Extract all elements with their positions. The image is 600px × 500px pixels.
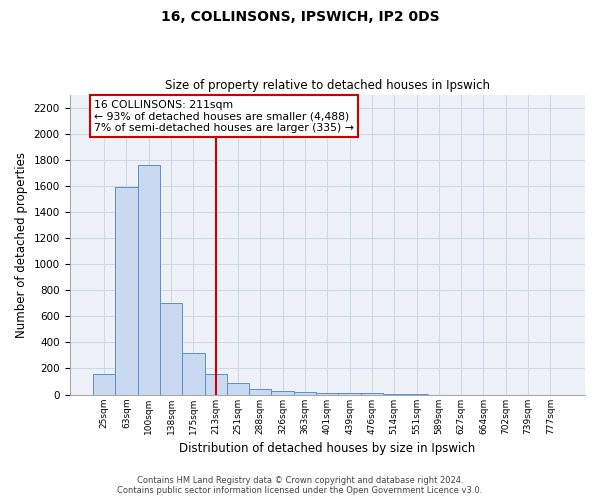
Bar [271, 390, 294, 394]
Y-axis label: Number of detached properties: Number of detached properties [15, 152, 28, 338]
Bar [316, 392, 338, 394]
Bar [182, 353, 205, 395]
Bar [205, 374, 227, 394]
Text: 16 COLLINSONS: 211sqm
← 93% of detached houses are smaller (4,488)
7% of semi-de: 16 COLLINSONS: 211sqm ← 93% of detached … [94, 100, 354, 133]
Text: Contains HM Land Registry data © Crown copyright and database right 2024.
Contai: Contains HM Land Registry data © Crown c… [118, 476, 482, 495]
Bar [115, 187, 137, 394]
Text: 16, COLLINSONS, IPSWICH, IP2 0DS: 16, COLLINSONS, IPSWICH, IP2 0DS [161, 10, 439, 24]
Bar [249, 388, 271, 394]
Bar [227, 384, 249, 394]
Bar [93, 374, 115, 394]
X-axis label: Distribution of detached houses by size in Ipswich: Distribution of detached houses by size … [179, 442, 475, 455]
Bar [338, 392, 361, 394]
Title: Size of property relative to detached houses in Ipswich: Size of property relative to detached ho… [165, 79, 490, 92]
Bar [294, 392, 316, 394]
Bar [361, 393, 383, 394]
Bar [137, 165, 160, 394]
Bar [160, 303, 182, 394]
